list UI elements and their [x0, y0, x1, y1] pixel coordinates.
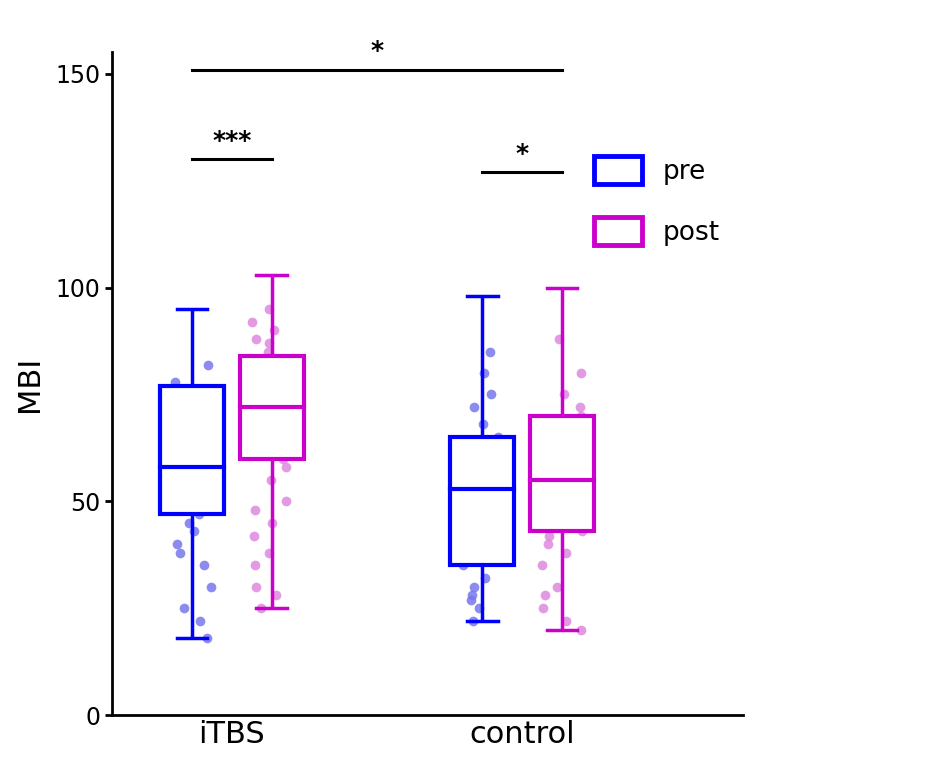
Text: ***: *** — [212, 129, 252, 153]
Bar — [240, 356, 303, 458]
Y-axis label: MBI: MBI — [15, 356, 44, 412]
Legend: pre, post: pre, post — [584, 145, 731, 257]
Bar — [450, 437, 514, 565]
Text: *: * — [370, 39, 384, 63]
Bar — [160, 386, 224, 514]
Bar — [530, 416, 594, 531]
Text: *: * — [515, 142, 529, 166]
